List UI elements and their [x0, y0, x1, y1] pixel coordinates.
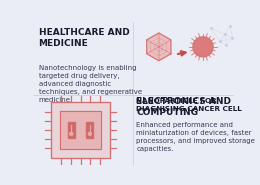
Polygon shape [86, 122, 93, 138]
Polygon shape [60, 111, 101, 149]
Text: Nanotechnology is enabling
targeted drug delivery,
advanced diagnostic
technique: Nanotechnology is enabling targeted drug… [38, 65, 142, 103]
Circle shape [88, 132, 92, 135]
Text: HEALTHCARE AND
MEDICINE: HEALTHCARE AND MEDICINE [38, 28, 129, 48]
Polygon shape [51, 102, 110, 158]
Circle shape [193, 37, 213, 57]
Text: ELECTRONICS AND
COMPUTING: ELECTRONICS AND COMPUTING [136, 97, 231, 117]
Circle shape [70, 132, 73, 135]
Text: Enhanced performance and
miniaturization of devices, faster
processors, and impr: Enhanced performance and miniaturization… [136, 122, 255, 152]
Polygon shape [68, 122, 75, 138]
Text: NANOPARTICLE FOR
DIAGNISING CANCER CELL: NANOPARTICLE FOR DIAGNISING CANCER CELL [136, 98, 242, 112]
Polygon shape [147, 33, 171, 61]
